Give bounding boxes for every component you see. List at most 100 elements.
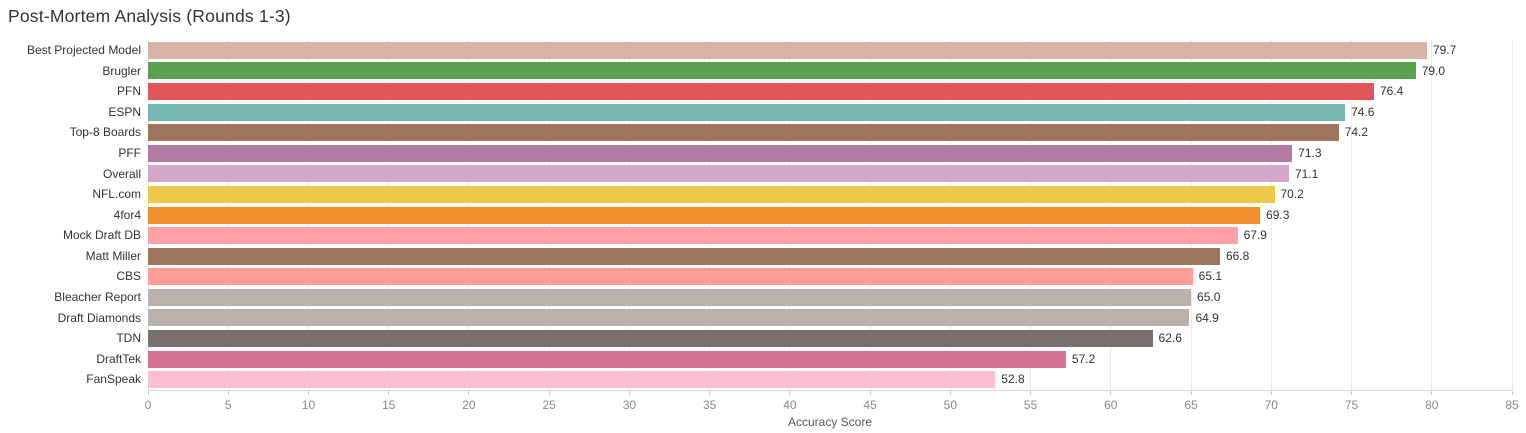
bar-row: 69.3 bbox=[148, 205, 1512, 226]
tick-mark bbox=[628, 391, 630, 395]
bar-row: 52.8 bbox=[148, 369, 1512, 390]
gridline bbox=[1431, 40, 1433, 390]
category-label: 4for4 bbox=[113, 207, 141, 222]
bar-row: 62.6 bbox=[148, 328, 1512, 349]
value-label: 66.8 bbox=[1225, 248, 1250, 263]
tick-label: 15 bbox=[382, 398, 396, 412]
tick-mark bbox=[388, 391, 390, 395]
bar[interactable] bbox=[148, 247, 1220, 265]
tick-label: 10 bbox=[301, 398, 316, 412]
value-label: 62.6 bbox=[1158, 331, 1182, 346]
tick-mark bbox=[1511, 391, 1513, 395]
value-label: 64.9 bbox=[1195, 310, 1219, 325]
value-label: 57.2 bbox=[1071, 351, 1096, 366]
bar-row: 70.2 bbox=[148, 184, 1512, 205]
bar[interactable] bbox=[148, 288, 1192, 306]
category-label: Best Projected Model bbox=[26, 43, 141, 57]
value-label: 74.6 bbox=[1351, 104, 1375, 119]
value-label: 74.2 bbox=[1344, 125, 1369, 140]
category-label: Mock Draft DB bbox=[62, 228, 141, 243]
category-label: DraftTek bbox=[96, 351, 141, 366]
bar[interactable] bbox=[148, 330, 1153, 348]
bar-row: 74.2 bbox=[148, 122, 1512, 143]
tick-label: 0 bbox=[144, 398, 152, 412]
category-label: Brugler bbox=[102, 63, 141, 78]
tick-mark bbox=[548, 391, 550, 395]
value-label: 65.1 bbox=[1198, 269, 1223, 284]
bar[interactable] bbox=[148, 41, 1427, 59]
category-label: NFL.com bbox=[92, 187, 141, 202]
category-label: ESPN bbox=[108, 104, 141, 119]
tick-label: 20 bbox=[462, 398, 476, 412]
tick-mark bbox=[147, 391, 149, 395]
tick-label: 55 bbox=[1023, 398, 1038, 412]
x-axis-title: Accuracy Score bbox=[787, 415, 873, 429]
bar[interactable] bbox=[148, 144, 1293, 162]
category-label: CBS bbox=[116, 269, 141, 284]
category-label: Matt Miller bbox=[85, 248, 141, 263]
tick-label: 80 bbox=[1425, 398, 1439, 412]
tick-mark bbox=[1431, 391, 1433, 395]
bar[interactable] bbox=[148, 268, 1193, 286]
tick-mark bbox=[1030, 391, 1032, 395]
tick-label: 45 bbox=[863, 398, 877, 412]
bar[interactable] bbox=[148, 82, 1374, 100]
tick-mark bbox=[307, 391, 309, 395]
plot-area: 79.7 79.0 76.4 74.6 74.2 71.3 71.1 70.2 69.3 67.9… bbox=[147, 40, 1513, 390]
tick-label: 85 bbox=[1505, 398, 1519, 412]
x-axis: 0 5 10 15 20 25 30 35 40 45 50 55 60 65 70 75 80 85 Accur… bbox=[145, 390, 1519, 433]
bar-row: 79.0 bbox=[148, 61, 1512, 82]
tick-mark bbox=[1190, 391, 1192, 395]
bar[interactable] bbox=[148, 62, 1416, 80]
tick-label: 30 bbox=[622, 398, 637, 412]
tick-label: 70 bbox=[1264, 398, 1278, 412]
bar-row: 71.1 bbox=[148, 164, 1512, 185]
value-label: 71.1 bbox=[1294, 166, 1319, 181]
gridline bbox=[1351, 40, 1353, 390]
bar-row: 66.8 bbox=[148, 246, 1512, 267]
tick-mark bbox=[1110, 391, 1112, 395]
category-label: Draft Diamonds bbox=[57, 310, 141, 325]
category-label: PFF bbox=[118, 145, 141, 160]
tick-mark bbox=[789, 391, 791, 395]
value-label: 79.0 bbox=[1421, 63, 1446, 78]
category-label: Overall bbox=[102, 166, 141, 181]
category-label: PFN bbox=[117, 84, 141, 99]
tick-mark bbox=[949, 391, 951, 395]
bar[interactable] bbox=[148, 124, 1339, 142]
bar-row: 67.9 bbox=[148, 225, 1512, 246]
tick-label: 65 bbox=[1184, 398, 1198, 412]
bar-row: 79.7 bbox=[148, 40, 1512, 61]
bar[interactable] bbox=[148, 227, 1238, 245]
category-label: Bleacher Report bbox=[54, 290, 141, 305]
tick-label: 75 bbox=[1344, 398, 1359, 412]
tick-label: 5 bbox=[224, 398, 232, 412]
gridline bbox=[1270, 40, 1272, 390]
bar[interactable] bbox=[148, 350, 1066, 368]
bar-row: 76.4 bbox=[148, 81, 1512, 102]
value-label: 76.4 bbox=[1379, 84, 1404, 99]
tick-label: 35 bbox=[702, 398, 717, 412]
bar[interactable] bbox=[148, 206, 1261, 224]
value-label: 69.3 bbox=[1266, 207, 1290, 222]
value-label: 67.9 bbox=[1243, 228, 1267, 243]
tick-mark bbox=[227, 391, 229, 395]
bar-row: 65.1 bbox=[148, 266, 1512, 287]
chart-title: Post-Mortem Analysis (Rounds 1-3) bbox=[8, 6, 291, 26]
tick-mark bbox=[468, 391, 470, 395]
category-label: Top-8 Boards bbox=[69, 125, 141, 140]
bar[interactable] bbox=[148, 103, 1346, 121]
bar[interactable] bbox=[148, 165, 1289, 183]
value-label: 65.0 bbox=[1197, 290, 1221, 305]
tick-label: 40 bbox=[783, 398, 797, 412]
tick-mark bbox=[709, 391, 711, 395]
bar[interactable] bbox=[148, 371, 996, 389]
bar[interactable] bbox=[148, 309, 1190, 327]
value-label: 79.7 bbox=[1432, 43, 1457, 57]
bar-row: 57.2 bbox=[148, 349, 1512, 370]
category-axis: Best Projected Model Brugler PFN ESPN Top-8 … bbox=[0, 40, 141, 390]
tick-mark bbox=[1270, 391, 1272, 395]
bar[interactable] bbox=[148, 185, 1275, 203]
tick-label: 50 bbox=[943, 398, 958, 412]
